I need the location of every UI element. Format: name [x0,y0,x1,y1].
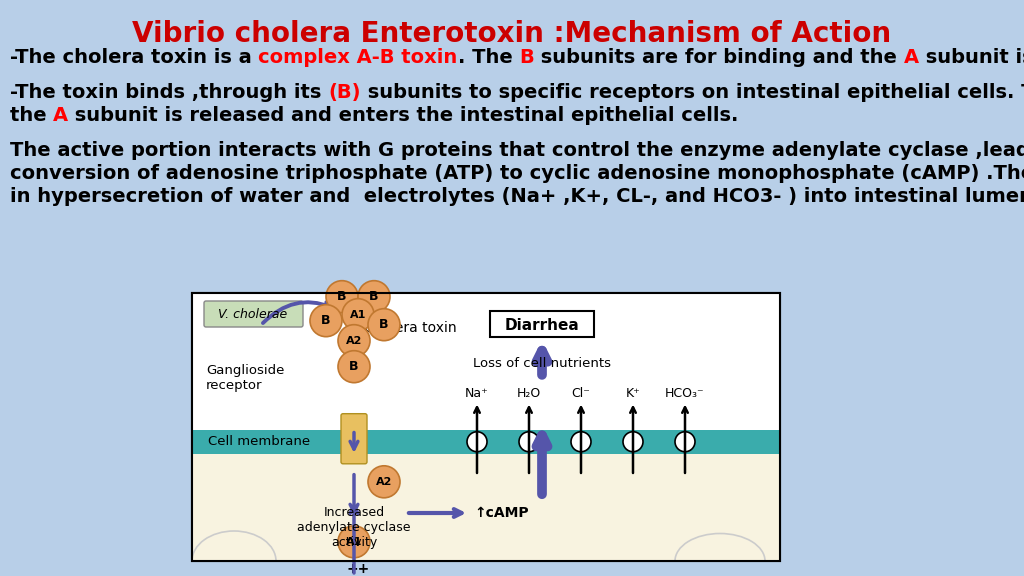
Text: B: B [370,290,379,303]
Text: subunit is released and enters the intestinal epithelial cells.: subunit is released and enters the intes… [69,106,739,125]
Text: ++: ++ [346,562,370,576]
Text: B: B [337,290,347,303]
Circle shape [467,432,487,452]
Circle shape [310,305,342,337]
Text: -The cholera toxin is a: -The cholera toxin is a [10,48,258,67]
Circle shape [338,526,370,558]
Circle shape [368,466,400,498]
Text: A1: A1 [350,310,367,320]
Text: conversion of adenosine triphosphate (ATP) to cyclic adenosine monophosphate (cA: conversion of adenosine triphosphate (AT… [10,164,1024,183]
Text: K⁺: K⁺ [626,386,640,400]
Text: B: B [379,318,389,331]
FancyBboxPatch shape [204,301,303,327]
Text: H₂O: H₂O [517,386,541,400]
Text: -The toxin binds ,through its: -The toxin binds ,through its [10,83,328,102]
Text: Increased
adenylate cyclase
activity: Increased adenylate cyclase activity [297,506,411,549]
Text: A2: A2 [346,336,362,346]
Bar [193,454,780,561]
Text: A1: A1 [346,537,362,547]
Circle shape [675,432,695,452]
Text: HCO₃⁻: HCO₃⁻ [666,386,705,400]
Text: Diarrhea: Diarrhea [505,317,580,332]
Text: subunits are for binding and the: subunits are for binding and the [534,48,903,67]
Text: Loss of cell nutrients: Loss of cell nutrients [473,357,611,370]
Text: (B): (B) [328,83,360,102]
Bar [193,293,780,430]
Bar [490,311,594,337]
Bar [193,430,780,454]
Text: B: B [519,48,534,67]
Text: A2: A2 [376,477,392,487]
Circle shape [358,281,390,313]
Bar [193,293,780,561]
Text: The active portion interacts with G proteins that control the enzyme adenylate c: The active portion interacts with G prot… [10,141,1024,160]
Text: Cl⁻: Cl⁻ [571,386,591,400]
Circle shape [368,309,400,340]
Circle shape [519,432,539,452]
Text: Cholera toxin: Cholera toxin [364,321,457,335]
Text: Vibrio cholera Enterotoxin :Mechanism of Action: Vibrio cholera Enterotoxin :Mechanism of… [132,20,892,48]
Text: V. cholerae: V. cholerae [218,308,288,320]
Text: B: B [322,314,331,327]
Text: subunits to specific receptors on intestinal epithelial cells. The active portio: subunits to specific receptors on intest… [360,83,1024,102]
Text: Ganglioside
receptor: Ganglioside receptor [206,363,285,392]
Text: the: the [10,106,53,125]
Circle shape [571,432,591,452]
Text: A: A [903,48,919,67]
FancyBboxPatch shape [341,414,367,464]
Text: B: B [349,360,358,373]
Text: A: A [53,106,69,125]
Text: complex A-B toxin: complex A-B toxin [258,48,458,67]
Text: Na⁺: Na⁺ [465,386,488,400]
Text: Cell membrane: Cell membrane [208,435,310,448]
Circle shape [326,281,358,313]
Text: in hypersecretion of water and  electrolytes (Na+ ,K+, CL-, and HCO3- ) into int: in hypersecretion of water and electroly… [10,187,1024,206]
Bar [193,293,780,561]
Circle shape [338,351,370,382]
Text: subunit is the active.: subunit is the active. [919,48,1024,67]
Circle shape [623,432,643,452]
Circle shape [338,325,370,357]
Text: . The: . The [458,48,519,67]
Circle shape [342,299,374,331]
Text: ↑cAMP: ↑cAMP [474,506,528,520]
